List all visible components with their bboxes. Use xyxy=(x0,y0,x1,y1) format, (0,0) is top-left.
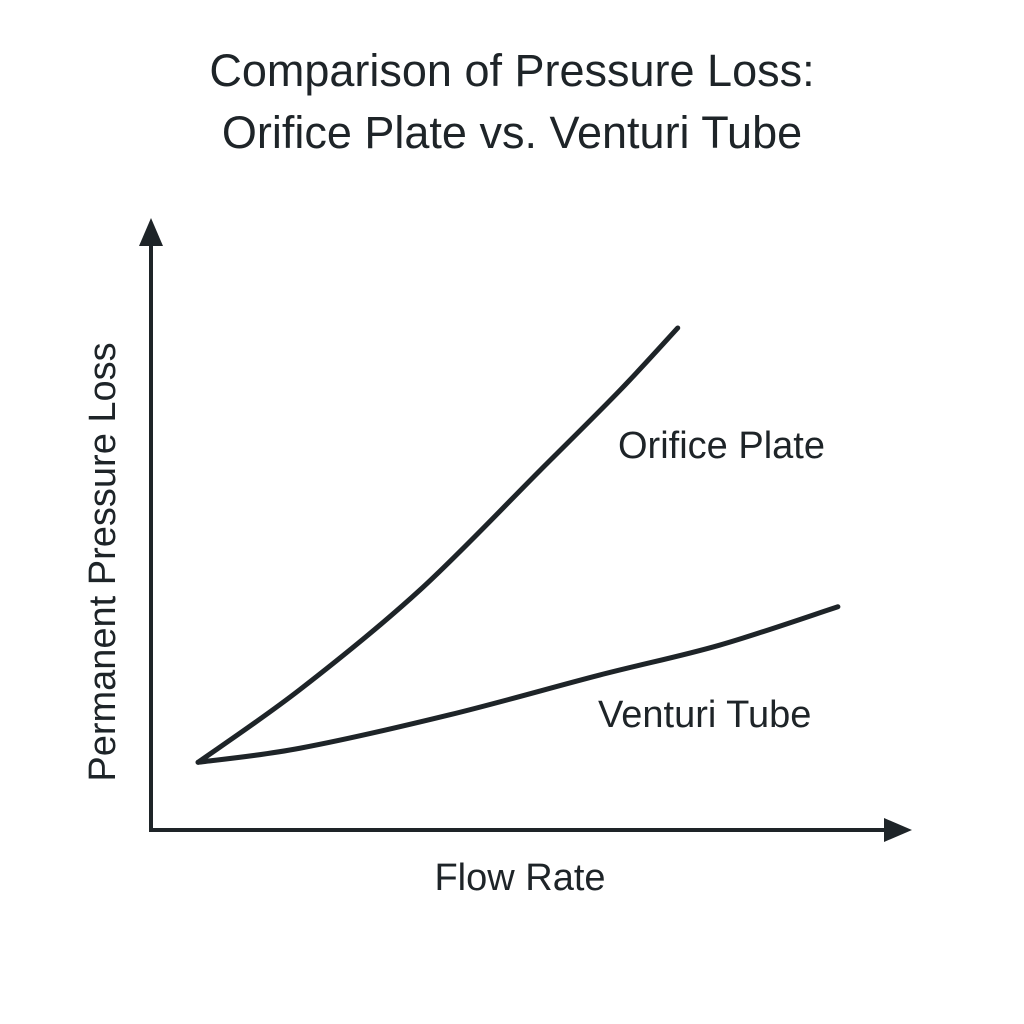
x-axis-arrow xyxy=(884,818,912,842)
x-axis-label: Flow Rate xyxy=(434,857,605,899)
series-line-orifice-plate xyxy=(195,325,681,765)
y-axis-arrow xyxy=(139,218,163,246)
y-axis-label: Permanent Pressure Loss xyxy=(82,342,124,781)
series-line-venturi-tube xyxy=(195,604,841,765)
series-label-orifice-plate: Orifice Plate xyxy=(618,425,825,467)
chart-title-line-1: Comparison of Pressure Loss: xyxy=(209,45,815,96)
chart-title-line-2: Orifice Plate vs. Venturi Tube xyxy=(221,107,803,158)
series-label-venturi-tube: Venturi Tube xyxy=(598,694,811,736)
